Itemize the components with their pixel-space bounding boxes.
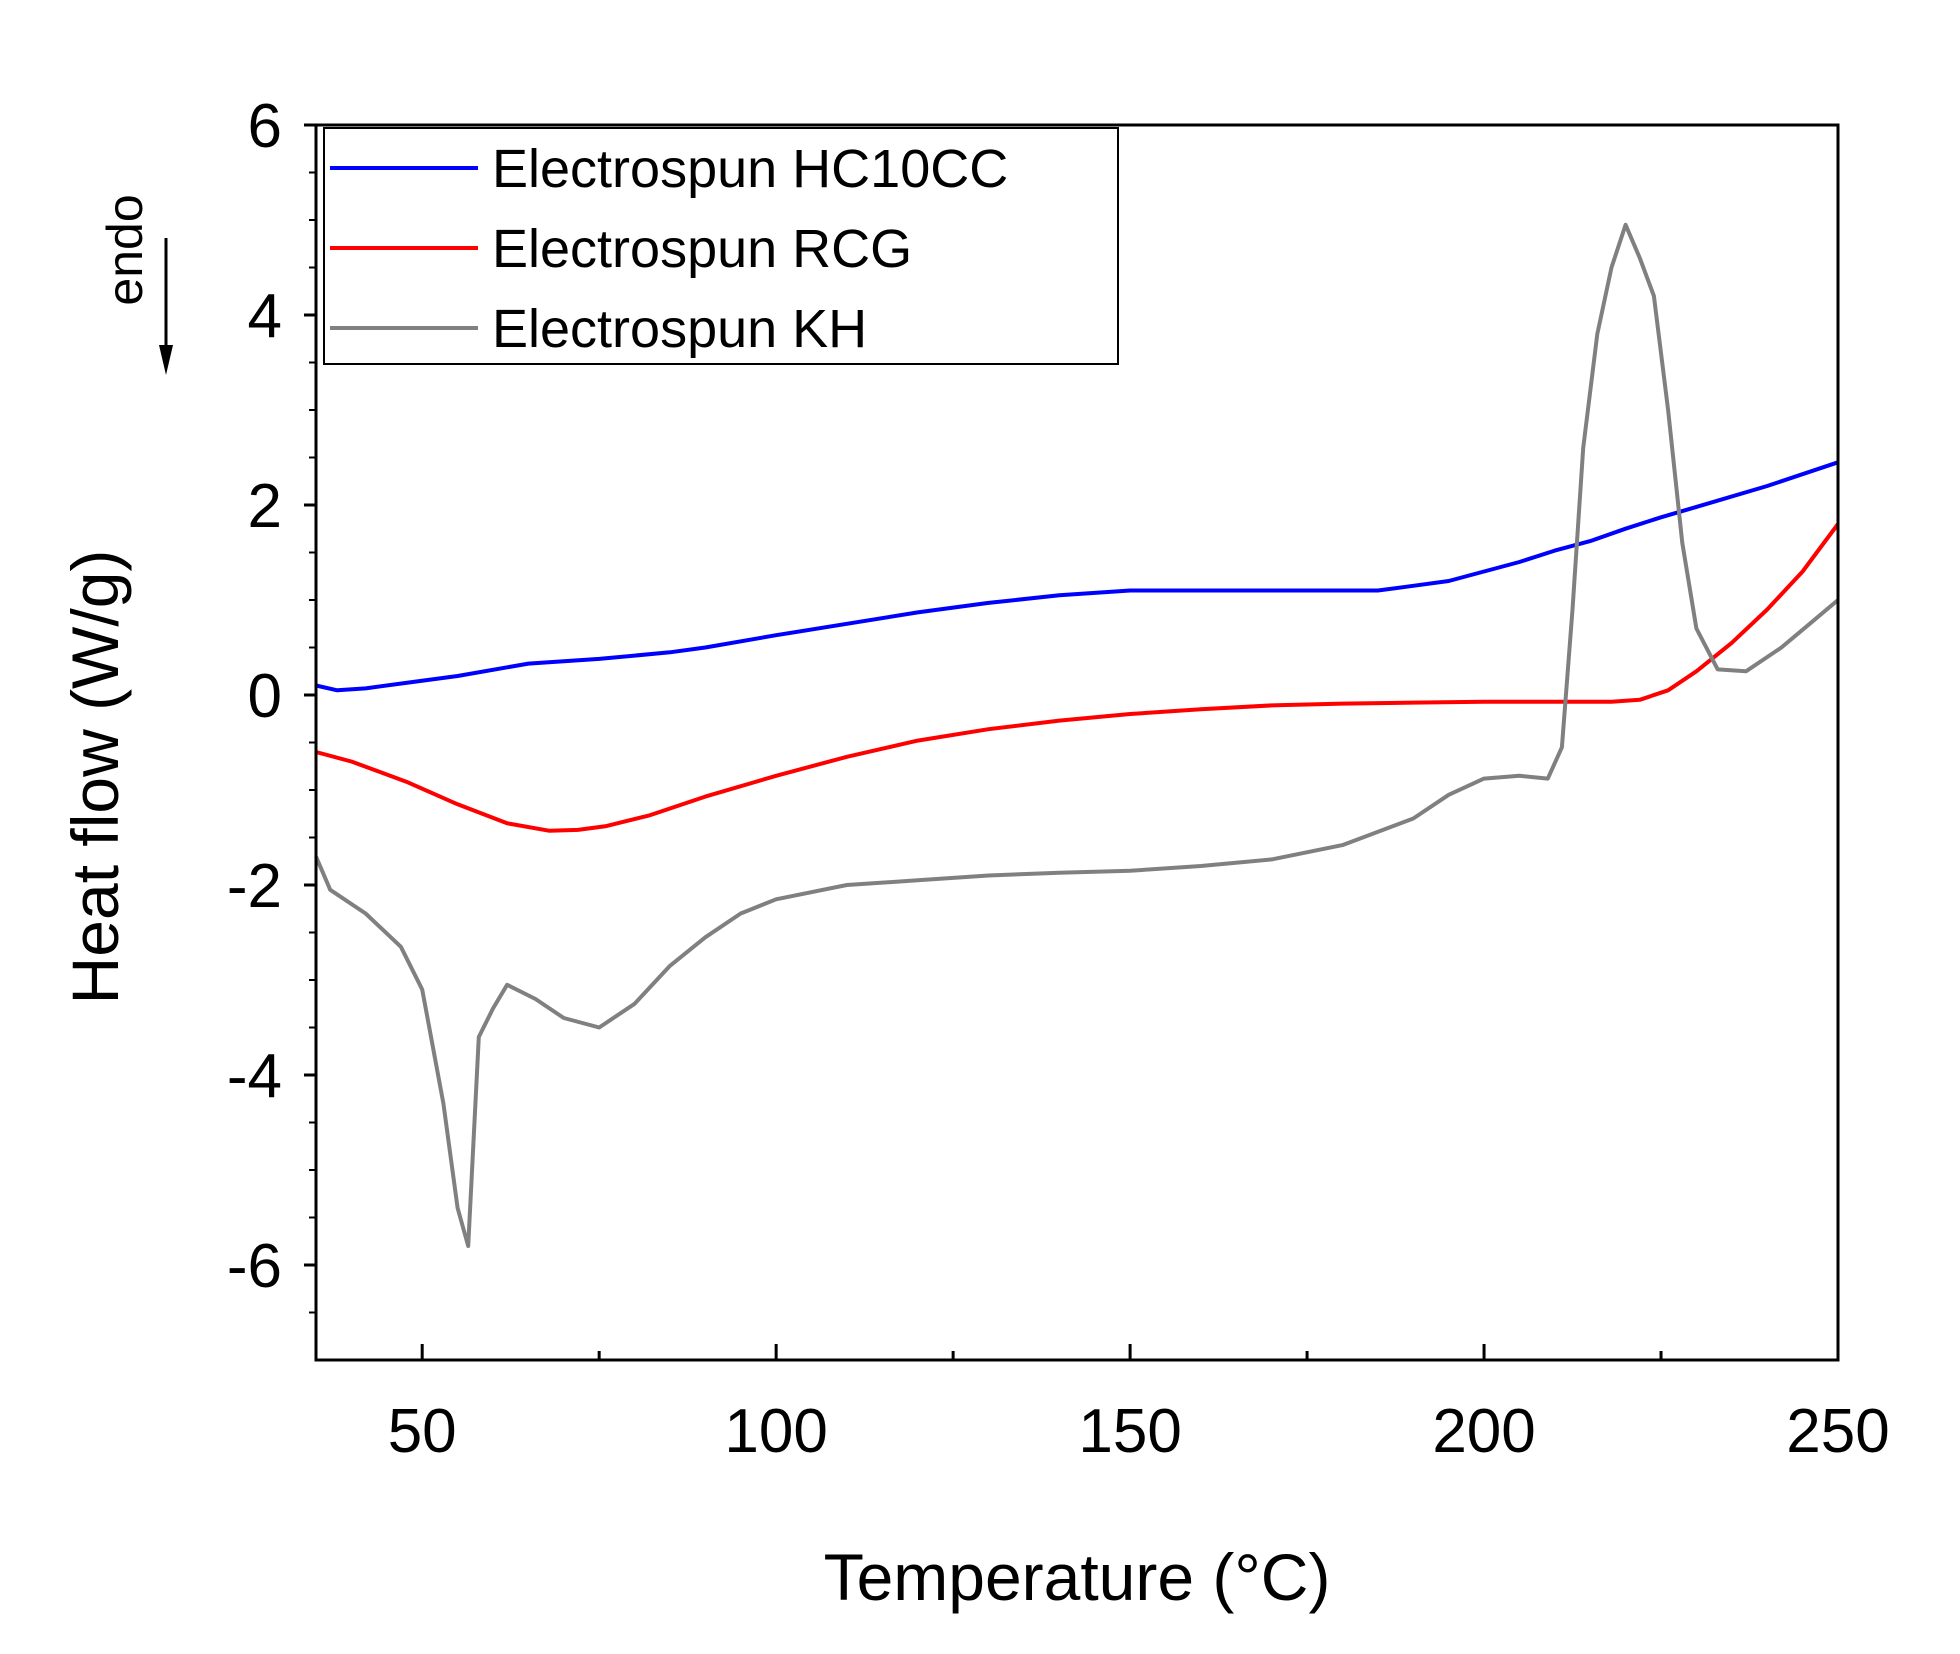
legend-label: Electrospun HC10CC	[492, 139, 1008, 199]
y-axis-title: Heat flow (W/g)	[58, 550, 132, 1005]
series-line-3	[314, 222, 1840, 1248]
x-tick-labels: 50 100 150 200 250	[388, 1397, 1890, 1466]
endo-arrow-head	[159, 345, 173, 375]
x-tick-label: 100	[724, 1397, 827, 1466]
series-lines	[314, 222, 1840, 1248]
legend-label: Electrospun KH	[492, 299, 867, 359]
y-tick-label: 4	[248, 282, 282, 351]
y-tick-label: 0	[248, 662, 282, 731]
x-axis-title: Temperature (°C)	[824, 1540, 1331, 1614]
series-line-1	[315, 460, 1839, 693]
series-line-2	[315, 522, 1840, 833]
legend-label: Electrospun RCG	[492, 219, 912, 279]
y-tick-label: -6	[227, 1232, 282, 1301]
x-tick-label: 150	[1078, 1397, 1181, 1466]
endo-label: endo	[97, 194, 153, 305]
x-tick-label: 50	[388, 1397, 457, 1466]
legend: Electrospun HC10CC Electrospun RCG Electro…	[323, 127, 1119, 365]
y-tick-label: 2	[248, 472, 282, 541]
y-tick-label: -2	[227, 852, 282, 921]
x-tick-label: 250	[1786, 1397, 1889, 1466]
y-tick-labels: -6 -4 -2 0 2 4 6	[227, 92, 282, 1301]
y-tick-label: 6	[248, 92, 282, 161]
y-tick-label: -4	[227, 1042, 282, 1111]
endo-annotation: endo	[97, 194, 173, 375]
x-tick-label: 200	[1432, 1397, 1535, 1466]
plot-frame	[314, 123, 1840, 1362]
